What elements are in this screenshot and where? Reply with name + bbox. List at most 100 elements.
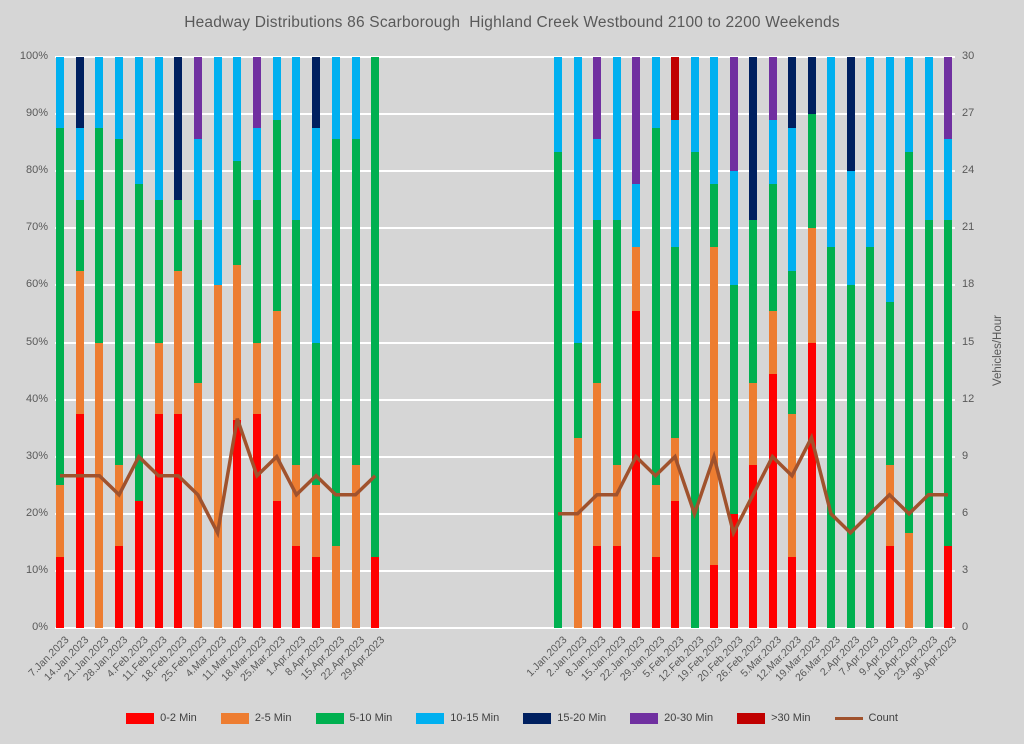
y-axis-tick-left: 90% [25,107,48,120]
segment-2-5 Min [651,485,660,557]
segment-0-2 Min [75,413,84,628]
stacked-bar-19.Feb.2023[interactable] [710,57,718,628]
segment-10-15 Min [554,57,562,153]
segment-0-2 Min [768,374,777,628]
segment-2-5 Min [351,464,360,628]
stacked-bar-4.Feb.2023[interactable] [134,57,143,628]
segment-10-15 Min [885,57,894,302]
segment-5-10 Min [193,220,202,384]
stacked-bar-4.Mar.2023[interactable] [213,57,222,628]
stacked-bar-2.Jan.2023[interactable] [573,57,582,628]
stacked-bar-7.Apr.2023[interactable] [866,57,874,628]
y-axis-tick-right: 21 [962,221,975,234]
y-axis-tick-right: 9 [962,449,969,462]
segment-0-2 Min [612,546,621,628]
legend-color-swatch [737,712,766,724]
legend-item-0-2 Min[interactable]: 0-2 Min [126,712,197,724]
segment-0-2 Min [944,546,952,628]
stacked-bar-9.Apr.2023[interactable] [885,57,894,628]
segment-10-15 Min [193,138,202,221]
stacked-bar-1.Apr.2023[interactable] [292,57,301,628]
stacked-bar-25.Feb.2023[interactable] [193,57,202,628]
segment-2-5 Min [885,464,894,547]
segment-2-5 Min [768,310,777,375]
stacked-bar-11.Mar.2023[interactable] [233,57,242,628]
stacked-bar-1.Jan.2023[interactable] [554,57,562,628]
stacked-bar-21.Jan.2023[interactable] [95,57,104,628]
stacked-bar-18.Feb.2023[interactable] [174,57,183,628]
segment-5-10 Min [253,199,261,343]
segment-5-10 Min [846,285,855,628]
stacked-bar-29.Apr.2023[interactable] [371,57,380,628]
segment-2-5 Min [154,342,163,414]
segment-0-2 Min [632,310,640,628]
stacked-bar-2.Apr.2023[interactable] [846,57,855,628]
stacked-bar-15.Jan.2023[interactable] [612,57,621,628]
segment-10-15 Min [671,120,679,248]
segment-0-2 Min [807,342,816,628]
stacked-bar-18.Mar.2023[interactable] [253,57,261,628]
segment->30 Min [671,57,679,121]
segment-10-15 Min [651,57,660,129]
segment-10-15 Min [905,57,913,153]
segment-2-5 Min [612,464,621,547]
stacked-bar-22.Jan.2023[interactable] [632,57,640,628]
stacked-bar-25.Mar.2023[interactable] [272,57,281,628]
stacked-bar-12.Mar.2023[interactable] [788,57,796,628]
segment-2-5 Min [115,464,124,547]
stacked-bar-22.Apr.2023[interactable] [351,57,360,628]
segment-5-10 Min [351,138,360,465]
legend-item-Count[interactable]: Count [834,712,898,724]
stacked-bar-23.Apr.2023[interactable] [924,57,933,628]
stacked-bar-8.Jan.2023[interactable] [593,57,601,628]
stacked-bar-20.Feb.2023[interactable] [729,57,738,628]
legend-label: 5-10 Min [349,712,393,724]
segment-0-2 Min [371,556,380,628]
segment-2-5 Min [272,310,281,502]
stacked-bar-11.Feb.2023[interactable] [154,57,163,628]
segment-5-10 Min [593,220,601,384]
segment-5-10 Min [371,57,380,557]
stacked-bar-8.Apr.2023[interactable] [312,57,321,628]
stacked-bar-29.Jan.2023[interactable] [651,57,660,628]
segment-10-15 Min [154,57,163,200]
stacked-bar-30.Apr.2023[interactable] [944,57,952,628]
legend-item-10-15 Min[interactable]: 10-15 Min [416,712,499,724]
segment-10-15 Min [75,128,84,200]
gridline [55,569,955,572]
y-axis-tick-right: 15 [962,335,975,348]
stacked-bar-5.Mar.2023[interactable] [768,57,777,628]
segment-10-15 Min [213,57,222,286]
segment-10-15 Min [593,138,601,221]
stacked-bar-28.Jan.2023[interactable] [115,57,124,628]
legend-item-20-30 Min[interactable]: 20-30 Min [630,712,713,724]
legend-color-swatch [220,712,249,724]
legend-item-2-5 Min[interactable]: 2-5 Min [220,712,292,724]
stacked-bar-7.Jan.2023[interactable] [56,57,64,628]
segment-10-15 Min [788,128,796,272]
stacked-bar-26.Feb.2023[interactable] [749,57,757,628]
segment-2-5 Min [671,437,679,502]
segment-10-15 Min [312,128,321,343]
stacked-bar-5.Feb.2023[interactable] [671,57,679,628]
stacked-bar-16.Apr.2023[interactable] [905,57,913,628]
y-axis-tick-right: 24 [962,164,975,177]
chart-title: Headway Distributions 86 Scarborough Hig… [184,14,840,31]
segment-15-20 Min [312,57,321,129]
legend-label: 10-15 Min [450,712,500,724]
segment-10-15 Min [272,57,281,121]
legend-item-15-20 Min[interactable]: 15-20 Min [523,712,606,724]
stacked-bar-19.Mar.2023[interactable] [807,57,816,628]
segment-2-5 Min [75,271,84,414]
stacked-bar-12.Feb.2023[interactable] [690,57,699,628]
stacked-bar-26.Mar.2023[interactable] [827,57,835,628]
legend-item->30 Min[interactable]: >30 Min [737,712,811,724]
segment-5-10 Min [174,199,183,272]
legend-color-swatch [416,712,445,724]
segment-0-2 Min [115,546,124,628]
stacked-bar-14.Jan.2023[interactable] [75,57,84,628]
segment-5-10 Min [710,183,718,248]
segment-0-2 Min [651,556,660,628]
stacked-bar-15.Apr.2023[interactable] [331,57,340,628]
legend-item-5-10 Min[interactable]: 5-10 Min [315,712,393,724]
